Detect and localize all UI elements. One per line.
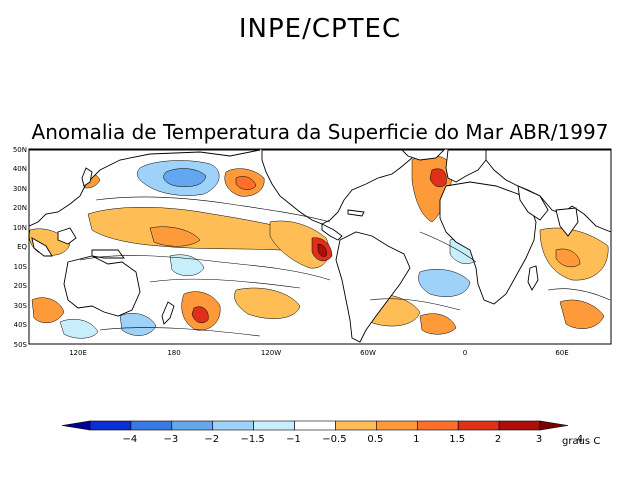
colorbar-label: 0.5 [367,434,383,445]
land-greenland [400,149,446,161]
land-south-america [335,231,411,343]
land-cuba [347,209,365,217]
anomaly-fields [29,154,609,339]
colorbar-label: 4 [577,434,583,445]
colorbar-segment [416,420,459,431]
lat-label: 50S [14,341,28,349]
continents [28,149,612,343]
lat-label: EQ [17,243,27,251]
land-central-america [321,223,343,241]
contour-line [369,298,461,311]
anomaly-southern-ocean-warm [419,313,457,335]
lon-label: 120W [261,349,281,357]
anomaly-w-australia-warm [31,297,65,324]
map-panel: 50N 40N 30N 20N 10N EQ 10S 20S 30S 40S 5… [13,146,612,357]
contour-line [149,278,301,289]
colorbar-label: −1 [286,434,301,445]
land-borneo [57,227,77,245]
anomaly-north-pacific-cool-core [163,168,207,187]
lat-label: 40N [13,165,27,173]
lat-label: 30S [14,302,28,310]
anomaly-elnino-core-max [317,243,327,257]
contour-lines [79,196,611,337]
colorbar-segment [212,420,254,431]
colorbar-segment [171,420,214,431]
lon-label: 180 [167,349,180,357]
contour-line [79,255,331,281]
anomaly-se-pacific-warm [234,287,301,319]
colorbar-label: −2 [204,434,219,445]
colorbar: −4 −3 −2 −1.5 −1 −0.5 0.5 1 1.5 2 3 4 [61,420,583,445]
colorbar-arrow-right [539,420,569,431]
lat-label: 40S [14,321,28,329]
colorbar-segment [130,420,173,431]
land-new-guinea [91,249,125,259]
contour-line [99,327,261,337]
colorbar-label: −1.5 [240,434,264,445]
anomaly-n-atlantic-warm-core [429,168,447,188]
anomaly-sw-pacific-cool [119,313,157,336]
header-title: INPE/CPTEC [238,14,402,44]
anomaly-south-pacific-warm-core [191,306,209,324]
lat-label: 10S [14,263,28,271]
lon-label: 0 [463,349,467,357]
land-australia [63,255,141,317]
colorbar-label: −4 [123,434,138,445]
colorbar-segment [457,420,500,431]
land-arabia [517,185,549,221]
anomaly-indian-ocean-warm-core [555,248,581,268]
lat-label: 50N [13,146,27,154]
lon-label: 60W [360,349,376,357]
colorbar-segment [294,420,336,431]
lat-label: 20S [14,282,28,290]
colorbar-segment [498,420,541,431]
colorbar-label: −3 [163,434,178,445]
lat-label: 20N [13,204,27,212]
contour-line [547,288,611,301]
land-eurasia-east [484,149,612,233]
anomaly-south-atlantic-cool [418,269,471,297]
anomaly-s-indian-cool [59,319,99,339]
colorbar-arrow-left [61,420,91,431]
land-north-america [261,149,422,225]
contour-line [95,196,331,223]
land-india [555,207,579,237]
colorbar-segment [335,420,377,431]
colorbar-label: 2 [495,434,501,445]
lat-label: 10N [13,224,27,232]
colorbar-label: −0.5 [322,434,346,445]
lon-labels: 120E 180 120W 60W 0 60E [69,349,569,357]
anomaly-tropical-pacific-warm-core [149,226,201,247]
land-madagascar [527,265,539,291]
colorbar-label: 1 [413,434,419,445]
colorbar-segment [253,420,295,431]
map-frame [28,148,612,345]
colorbar-label: 3 [536,434,542,445]
lon-label: 120E [69,349,87,357]
lon-label: 60E [555,349,568,357]
lat-labels: 50N 40N 30N 20N 10N EQ 10S 20S 30S 40S 5… [13,146,28,349]
colorbar-segment [376,420,418,431]
land-europe [445,149,487,183]
colorbar-segment [89,420,132,431]
lat-label: 30N [13,185,27,193]
colorbar-label: 1.5 [449,434,465,445]
land-japan [81,167,93,187]
land-sumatra [31,237,53,257]
contour-line [419,231,477,263]
anomaly-ne-pacific-warm-core [235,176,257,190]
map-title: Anomalia de Temperatura da Superficie do… [31,120,609,144]
anomaly-tasman-cool [169,254,205,276]
colorbar-unit: graus C [562,436,600,447]
land-new-zealand [161,301,175,325]
anomaly-s-indian-warm [559,299,605,329]
